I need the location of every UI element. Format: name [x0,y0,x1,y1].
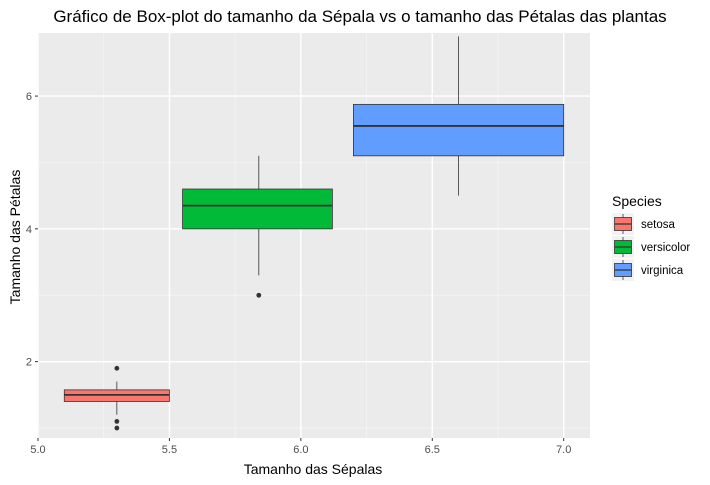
box-versicolor [182,155,333,298]
y-axis-ticks: 2 4 6 [26,91,38,369]
legend: Species setosa versicolor virginica [612,193,690,281]
outlier-point [256,292,262,298]
x-tick-label: 5.5 [162,444,177,456]
legend-label: setosa [641,219,675,231]
y-tick-label: 6 [26,91,32,103]
outlier-point [114,419,120,424]
legend-item-setosa: setosa [612,213,675,235]
x-axis-ticks: 5.0 5.5 6.0 6.5 7.0 [30,438,571,456]
y-tick-label: 2 [26,357,32,369]
box-body [182,188,333,230]
legend-label: virginica [641,265,684,277]
box-setosa [63,365,170,431]
legend-title: Species [612,193,662,209]
boxes [63,36,565,431]
x-axis-title: Tamanho das Sépalas [244,461,383,477]
chart-title: Gráfico de Box-plot do tamanho da Sépala… [53,7,666,26]
x-tick-label: 5.0 [30,444,45,456]
x-tick-label: 6.5 [425,444,440,456]
plot-panel [38,33,590,438]
legend-item-virginica: virginica [612,259,684,281]
grid-minor [38,33,590,438]
legend-label: versicolor [641,242,690,254]
box-virginica [353,36,565,196]
box-body [353,103,565,157]
outlier-point [114,425,120,431]
y-axis-title: Tamanho das Pétalas [7,170,23,305]
legend-item-versicolor: versicolor [612,236,690,258]
x-tick-label: 6.0 [293,444,308,456]
x-tick-label: 7.0 [556,444,571,456]
y-tick-label: 4 [26,224,32,236]
outlier-point [114,365,120,371]
